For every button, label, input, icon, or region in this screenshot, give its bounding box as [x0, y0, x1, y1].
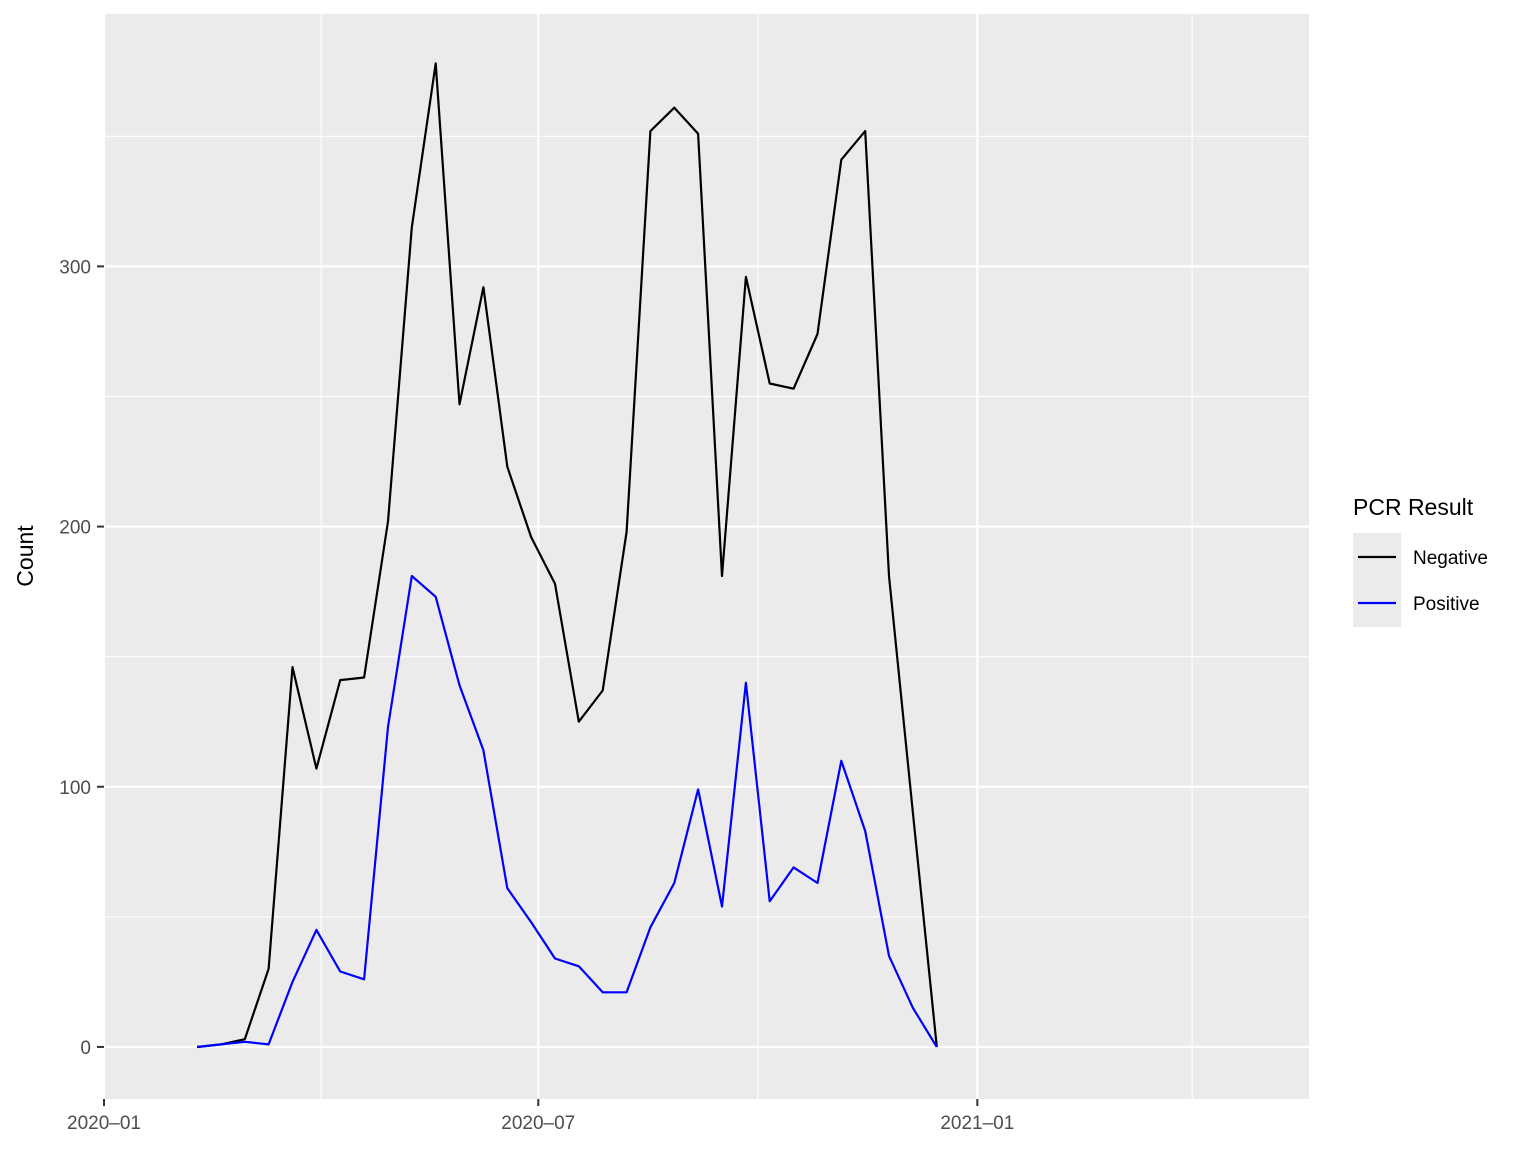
x-tick-label: 2020–01: [67, 1113, 141, 1134]
y-tick-label: 300: [59, 257, 91, 278]
x-tick-label: 2021–01: [940, 1113, 1014, 1134]
axis-layer: 2020–01 2020–07 2021–01 0 100 200 300: [59, 257, 1014, 1134]
legend-label-negative: Negative: [1413, 548, 1488, 569]
y-tick-label: 200: [59, 518, 91, 539]
series-line-positive: [196, 574, 938, 1049]
legend: PCR Result Negative Positive: [1353, 494, 1488, 627]
legend-key-background: [1353, 533, 1401, 627]
legend-title: PCR Result: [1353, 494, 1474, 520]
plot-panel: [104, 14, 1309, 1099]
legend-label-positive: Positive: [1413, 594, 1480, 615]
x-tick-label: 2020–07: [501, 1113, 575, 1134]
minor-gridlines: [104, 14, 1309, 1099]
series-layer: [196, 62, 938, 1049]
y-axis-title: Count: [12, 525, 38, 587]
major-gridlines: [102, 14, 1309, 1099]
series-line-negative: [196, 62, 938, 1049]
y-tick-label: 100: [59, 778, 91, 799]
y-tick-label: 0: [80, 1038, 91, 1059]
